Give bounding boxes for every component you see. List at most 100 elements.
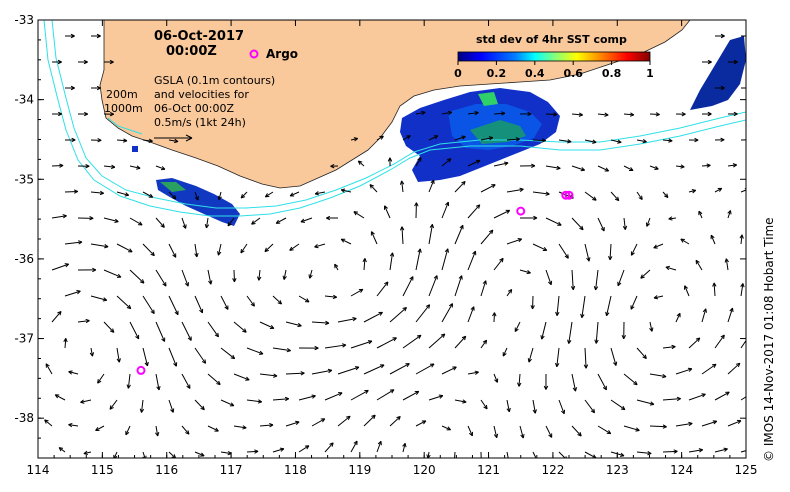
velocity-arrow [739,234,744,245]
velocity-arrow [232,269,237,283]
velocity-arrow [257,269,262,281]
velocity-arrow [545,112,558,117]
argo-float-marker [516,206,526,216]
velocity-arrow [181,321,192,341]
velocity-arrow [51,163,64,168]
velocity-arrow [727,59,738,65]
x-tick-label: 125 [735,463,758,477]
velocity-arrow [467,306,475,323]
velocity-arrow [653,243,664,249]
velocity-arrow [142,243,155,257]
velocity-arrow [155,217,165,228]
velocity-arrow [168,295,179,316]
velocity-arrow [428,179,435,193]
velocity-arrow [337,415,351,427]
velocity-arrow [675,111,686,117]
velocity-arrow [545,217,562,226]
x-tick-label: 122 [541,463,564,477]
velocity-arrow [194,191,199,201]
velocity-arrow [300,217,313,223]
velocity-arrow [480,280,487,297]
velocity-arrow [264,243,274,253]
velocity-arrow [428,223,435,245]
velocity-arrow [326,215,339,221]
velocity-arrow [452,451,457,458]
velocity-arrow [90,138,102,143]
velocity-arrow [220,399,235,407]
velocity-arrow [558,399,566,415]
velocity-arrow [77,59,88,65]
velocity-arrow [727,163,737,168]
velocity-arrow [246,347,264,355]
velocity-arrow [532,191,550,196]
velocity-arrow [662,138,673,143]
velocity-arrow [519,269,531,275]
velocity-arrow [467,110,479,116]
gsla-line-1: GSLA (0.1m contours) [154,74,275,87]
velocity-arrow [103,111,114,117]
velocity-arrow [441,366,457,375]
velocity-arrow [688,189,697,194]
velocity-arrow [362,258,367,271]
velocity-arrow [298,295,310,303]
velocity-arrow [90,295,108,302]
velocity-arrow [168,138,179,144]
velocity-arrow [441,158,452,167]
velocity-arrow [298,345,319,351]
gsla-line-2: and velocities for [154,88,249,101]
velocity-arrow [584,191,597,201]
velocity-arrow [194,399,205,411]
y-tick-label: -35 [14,172,34,186]
velocity-arrow [610,139,622,144]
y-tick-label: -34 [14,93,34,107]
velocity-arrow [584,243,591,262]
velocity-arrow [77,163,90,169]
velocity-arrow [636,450,652,456]
y-tick-label: -36 [14,252,34,266]
velocity-arrow [608,243,613,261]
velocity-arrow [103,164,116,170]
velocity-arrow [168,399,175,413]
velocity-arrow [571,165,586,172]
velocity-arrow [308,269,313,279]
velocity-arrow [584,139,597,144]
velocity-arrow [363,364,385,375]
velocity-arrow [399,226,405,245]
velocity-arrow [493,111,506,116]
velocity-arrow [519,163,536,169]
velocity-arrow [649,373,667,379]
velocity-arrow [688,393,706,401]
velocity-arrow [493,161,509,167]
velocity-arrow [415,304,431,323]
map-time: 00:00Z [166,44,217,59]
velocity-arrow [630,295,638,310]
velocity-arrow [653,295,664,300]
velocity-arrow [168,347,178,367]
sst-patch-west [132,146,240,226]
velocity-arrow [168,191,177,200]
velocity-arrow [363,311,383,323]
velocity-arrow [103,217,119,223]
velocity-arrow [324,442,334,453]
velocity-arrow [636,191,643,201]
argo-float-marker [561,190,571,200]
velocity-arrow [701,111,712,117]
velocity-arrow [414,202,419,219]
gsla-line-3: 06-Oct 00:00Z [154,102,234,115]
argo-floats [136,190,574,375]
velocity-arrow [532,243,548,251]
velocity-arrow [636,399,655,406]
velocity-arrow [662,344,676,350]
velocity-arrow [220,295,229,310]
velocity-arrow [623,425,640,432]
velocity-arrow [142,191,154,198]
velocity-arrow [340,188,352,193]
velocity-arrow [415,157,422,167]
velocity-arrow [558,139,572,144]
velocity-arrow [168,243,177,258]
velocity-arrow [194,243,199,258]
velocity-arrow [324,392,343,401]
velocity-arrow [126,373,131,389]
velocity-arrow [712,282,717,297]
